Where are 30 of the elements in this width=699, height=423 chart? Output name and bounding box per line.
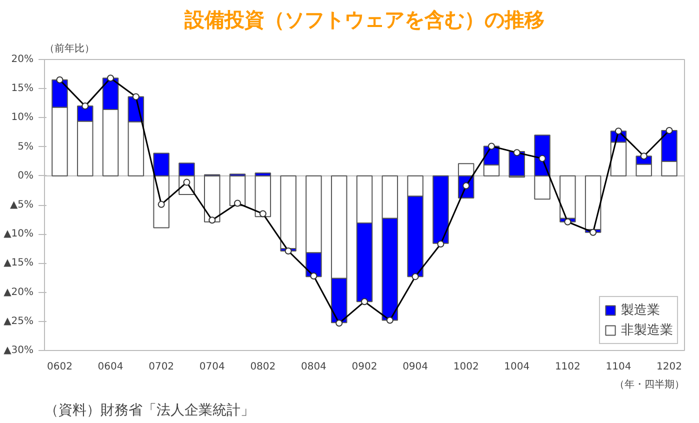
x-tick-label: 0704 — [199, 362, 225, 372]
y-tick-label: ▲20% — [4, 286, 34, 298]
y-tick-label: ▲15% — [4, 258, 34, 269]
x-tick-label: 0902 — [352, 362, 378, 372]
x-tick-label: 1004 — [504, 362, 530, 372]
y-tick-label: 10% — [11, 112, 34, 124]
legend-label: 製造業 — [621, 302, 660, 319]
chart-title: 設備投資（ソフトウェアを含む）の推移 — [184, 8, 544, 32]
x-tick-label: 1202 — [656, 362, 682, 372]
x-tick-label: 0904 — [402, 362, 428, 372]
x-tick-label: 0802 — [250, 362, 276, 372]
y-tick-label: ▲5% — [10, 200, 34, 210]
y-tick-label: ▲25% — [4, 316, 34, 327]
y-tick-label: 5% — [18, 141, 34, 152]
x-tick-label: 0804 — [300, 362, 326, 372]
x-tick-label: 0602 — [47, 362, 72, 372]
x-tick-label: 0604 — [98, 362, 124, 372]
y-tick-label: 0% — [18, 170, 34, 182]
x-tick-label: 1002 — [453, 362, 479, 372]
y-axis-title: （前年比） — [44, 42, 94, 54]
y-tick-label: 20% — [11, 54, 34, 65]
text: （資料）財務省「法人企業統計」 — [44, 402, 254, 418]
legend-label: 非製造業 — [621, 322, 673, 339]
x-tick-label: 0702 — [148, 362, 174, 372]
y-tick-label: ▲30% — [4, 345, 34, 356]
x-tick-label: 1104 — [606, 362, 632, 372]
y-tick-label: 15% — [11, 83, 34, 94]
x-axis-title: （年・四半期） — [614, 378, 684, 390]
x-tick-label: 1102 — [554, 362, 580, 372]
y-tick-label: ▲10% — [4, 228, 34, 240]
